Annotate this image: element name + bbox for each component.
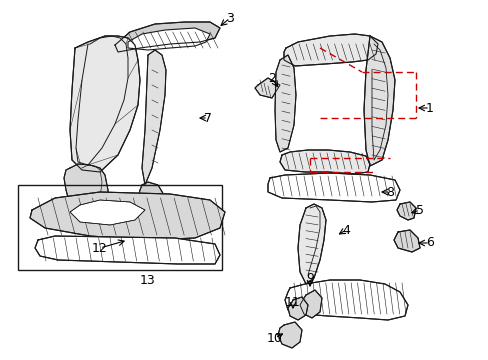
Polygon shape <box>254 78 280 98</box>
Polygon shape <box>280 150 369 174</box>
Polygon shape <box>115 22 220 52</box>
Text: 9: 9 <box>305 271 313 284</box>
Polygon shape <box>297 204 325 284</box>
Text: 11: 11 <box>285 296 300 309</box>
Polygon shape <box>35 236 220 264</box>
Polygon shape <box>285 280 407 320</box>
Text: 5: 5 <box>415 203 423 216</box>
Text: 12: 12 <box>92 242 108 255</box>
Text: 2: 2 <box>267 72 275 85</box>
Bar <box>18 185 222 270</box>
Polygon shape <box>142 50 165 185</box>
Text: 10: 10 <box>266 332 283 345</box>
Polygon shape <box>278 322 302 348</box>
Polygon shape <box>30 192 224 240</box>
Text: 8: 8 <box>385 185 393 198</box>
Text: 13: 13 <box>140 274 156 287</box>
Polygon shape <box>64 164 108 218</box>
Polygon shape <box>396 202 415 220</box>
Polygon shape <box>284 34 377 66</box>
Polygon shape <box>70 36 140 172</box>
Polygon shape <box>393 230 419 252</box>
Text: 4: 4 <box>342 224 349 237</box>
Polygon shape <box>267 173 399 202</box>
Polygon shape <box>363 36 394 166</box>
Text: 3: 3 <box>225 12 233 24</box>
Polygon shape <box>274 55 295 152</box>
Text: 6: 6 <box>425 237 433 249</box>
Polygon shape <box>70 200 145 225</box>
Polygon shape <box>138 182 163 222</box>
Text: 1: 1 <box>425 102 433 114</box>
Polygon shape <box>299 290 321 318</box>
Text: 7: 7 <box>203 112 212 125</box>
Polygon shape <box>287 297 307 320</box>
Polygon shape <box>128 28 209 50</box>
